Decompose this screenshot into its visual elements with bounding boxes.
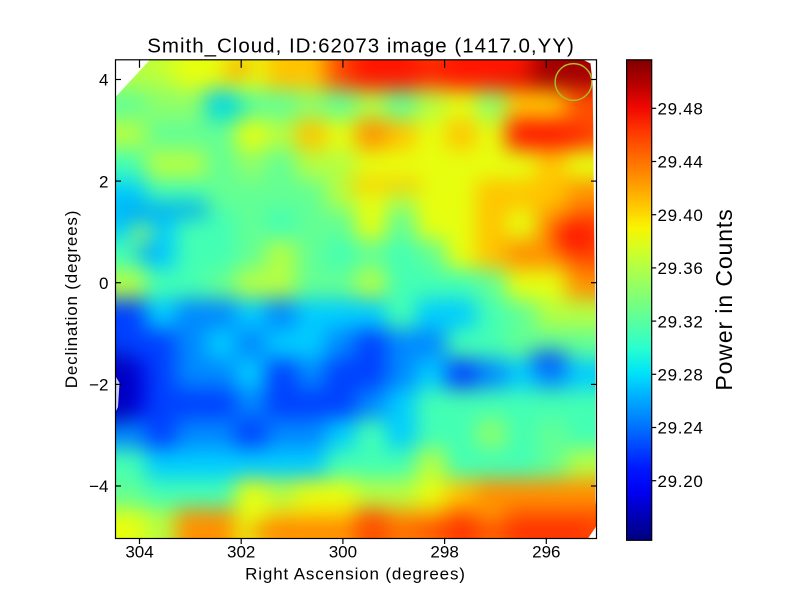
svg-text:29.36: 29.36	[658, 259, 704, 278]
svg-text:Right Ascension (degrees): Right Ascension (degrees)	[245, 565, 466, 584]
svg-text:29.24: 29.24	[658, 419, 704, 438]
svg-text:29.48: 29.48	[658, 100, 704, 119]
svg-text:304: 304	[125, 542, 153, 561]
svg-text:−4: −4	[89, 477, 108, 496]
svg-text:2: 2	[99, 172, 108, 191]
svg-text:298: 298	[430, 542, 458, 561]
svg-text:29.32: 29.32	[658, 312, 704, 331]
svg-text:−2: −2	[89, 376, 108, 395]
svg-text:302: 302	[227, 542, 255, 561]
svg-text:29.44: 29.44	[658, 153, 704, 172]
svg-text:Smith_Cloud, ID:62073 image (1: Smith_Cloud, ID:62073 image (1417.0,YY)	[147, 35, 575, 58]
svg-text:296: 296	[532, 542, 560, 561]
svg-text:29.20: 29.20	[658, 472, 704, 491]
svg-text:29.28: 29.28	[658, 366, 704, 385]
svg-text:300: 300	[329, 542, 357, 561]
svg-text:4: 4	[99, 71, 108, 90]
svg-text:0: 0	[99, 274, 108, 293]
svg-text:Declination (degrees): Declination (degrees)	[62, 210, 81, 388]
svg-text:Power in Counts: Power in Counts	[711, 208, 737, 390]
svg-text:29.40: 29.40	[658, 206, 704, 225]
